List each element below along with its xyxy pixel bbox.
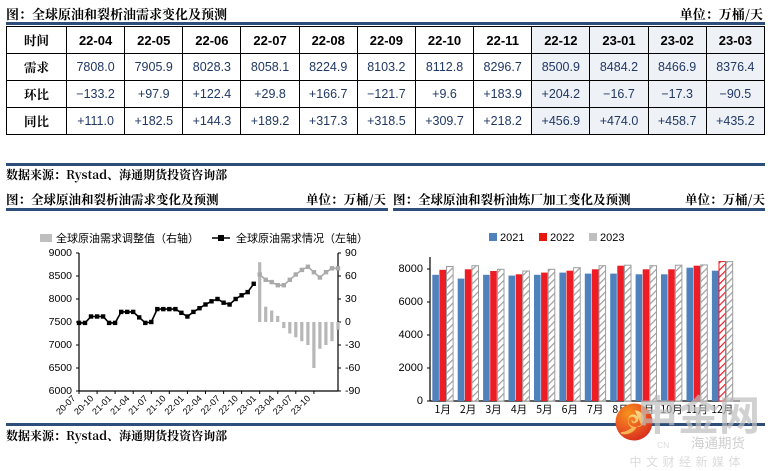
svg-text:CN: CN (657, 440, 669, 450)
svg-text:4000: 4000 (399, 329, 423, 341)
svg-text:90: 90 (345, 249, 357, 259)
svg-text:20-10: 20-10 (72, 393, 95, 416)
svg-text:全球原油需求调整值（右轴）: 全球原油需求调整值（右轴） (56, 231, 199, 245)
svg-text:12月: 12月 (711, 402, 733, 417)
svg-text:2月: 2月 (460, 402, 476, 417)
svg-text:2023: 2023 (600, 232, 624, 244)
svg-text:8000: 8000 (49, 293, 73, 305)
svg-text:7500: 7500 (49, 316, 73, 328)
svg-text:-60: -60 (345, 362, 360, 374)
svg-text:8500: 8500 (49, 270, 73, 282)
svg-text:23-07: 23-07 (271, 393, 294, 416)
svg-text:30: 30 (345, 293, 357, 305)
svg-text:21-04: 21-04 (108, 393, 131, 416)
svg-text:10月: 10月 (660, 402, 682, 417)
svg-text:21-10: 21-10 (144, 393, 167, 416)
svg-text:23-01: 23-01 (235, 393, 258, 416)
svg-text:6月: 6月 (562, 402, 578, 417)
svg-text:6000: 6000 (399, 296, 423, 308)
svg-text:2021: 2021 (500, 232, 524, 244)
svg-text:8000: 8000 (399, 263, 423, 275)
svg-text:22-01: 22-01 (162, 393, 185, 416)
svg-text:3月: 3月 (485, 402, 501, 417)
svg-text:11月: 11月 (686, 402, 708, 417)
svg-text:4月: 4月 (511, 402, 527, 417)
svg-text:22-04: 22-04 (181, 393, 204, 416)
svg-text:2000: 2000 (399, 362, 423, 374)
svg-text:全球原油需求情况（左轴）: 全球原油需求情况（左轴） (236, 231, 368, 245)
svg-text:21-01: 21-01 (90, 393, 113, 416)
svg-text:-90: -90 (345, 385, 360, 397)
svg-text:8月: 8月 (612, 402, 628, 417)
svg-text:23-10: 23-10 (289, 393, 312, 416)
svg-text:9000: 9000 (49, 249, 73, 259)
svg-text:22-07: 22-07 (199, 393, 222, 416)
svg-text:9月: 9月 (638, 402, 654, 417)
svg-text:6500: 6500 (49, 362, 73, 374)
svg-text:-30: -30 (345, 339, 360, 351)
svg-text:7月: 7月 (587, 402, 603, 417)
svg-text:0: 0 (417, 395, 423, 407)
svg-text:0: 0 (345, 316, 351, 328)
svg-text:21-07: 21-07 (126, 393, 149, 416)
svg-text:7000: 7000 (49, 339, 73, 351)
svg-text:1月: 1月 (435, 402, 451, 417)
svg-text:中文财经新媒体: 中文财经新媒体 (629, 453, 745, 470)
svg-text:海通期货: 海通期货 (691, 432, 745, 452)
svg-text:5月: 5月 (536, 402, 552, 417)
svg-text:23-04: 23-04 (253, 393, 276, 416)
svg-text:60: 60 (345, 270, 357, 282)
svg-text:22-10: 22-10 (217, 393, 240, 416)
svg-text:2022: 2022 (550, 232, 574, 244)
